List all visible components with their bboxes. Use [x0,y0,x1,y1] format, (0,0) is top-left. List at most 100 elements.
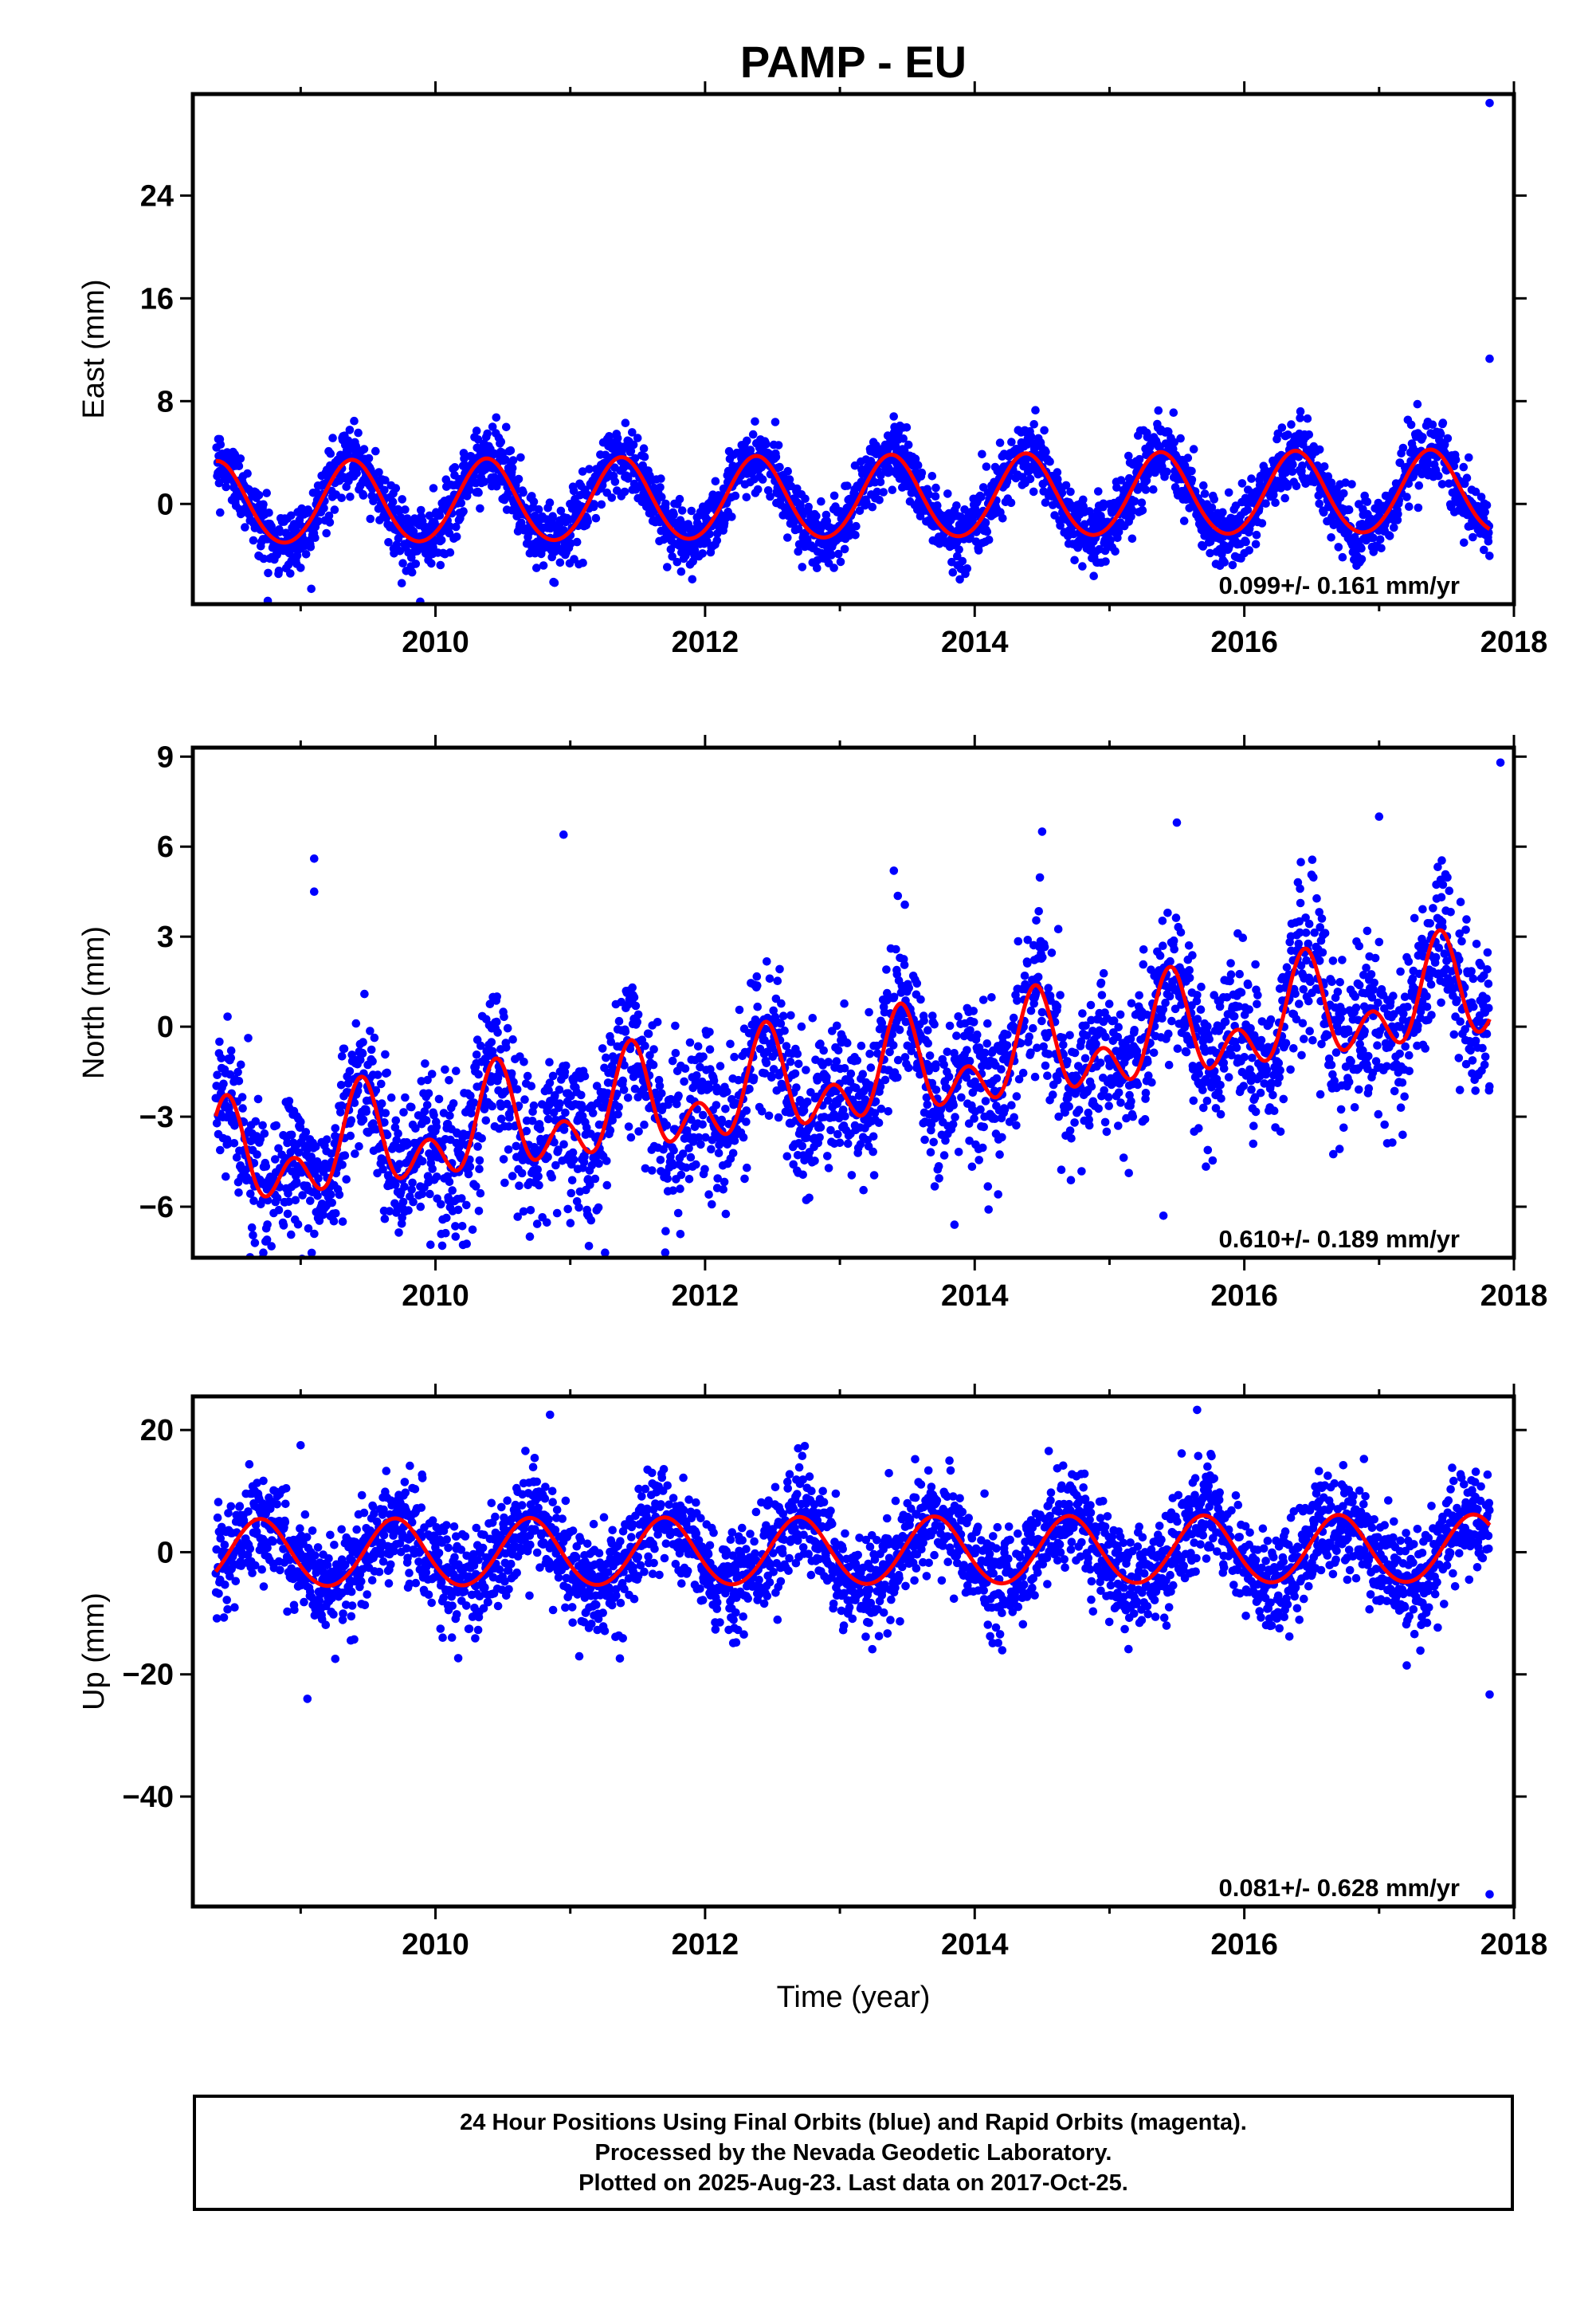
data-point [656,1156,665,1164]
data-point [464,1169,473,1179]
data-point [219,1079,228,1089]
data-point [939,1151,949,1160]
data-point [603,1089,612,1098]
data-point [713,1174,722,1183]
data-point [998,514,1007,523]
data-point [764,1111,774,1121]
data-point [374,468,383,477]
data-point [550,1137,559,1147]
data-point [799,1106,809,1115]
data-point [706,1065,715,1074]
data-point [500,1012,508,1022]
data-point [1198,542,1208,551]
data-point [423,1172,433,1180]
data-point [560,1067,570,1077]
data-point [366,1027,374,1035]
data-point [254,490,264,500]
data-point [476,1041,485,1050]
data-point [1029,420,1038,429]
data-point [304,505,312,514]
data-point [481,1116,491,1125]
data-point [572,537,582,547]
data-point [559,1125,569,1134]
data-point [690,546,700,555]
data-point [1207,503,1217,512]
data-point [371,446,380,456]
data-point [883,988,892,998]
data-point [534,505,543,514]
data-point [504,1145,513,1154]
data-point [441,1065,449,1074]
data-point [1141,485,1151,494]
data-point [1315,499,1323,509]
data-point [602,1156,611,1165]
data-point [286,569,295,578]
data-point [995,1150,1004,1159]
data-point [912,979,922,988]
data-point [777,999,786,1008]
data-point [980,1048,990,1058]
data-point [882,965,891,974]
data-point [633,1010,643,1019]
data-point [338,1217,347,1226]
data-point [554,1145,563,1154]
data-point [876,1082,885,1091]
data-point [1390,523,1398,532]
data-point [723,1087,731,1097]
data-point [703,536,712,546]
data-point [900,960,909,969]
data-point [306,1196,315,1205]
data-point [1066,487,1075,497]
data-point [552,1208,562,1218]
data-point [676,567,686,576]
data-point [1010,1113,1018,1122]
data-point [823,1152,832,1160]
data-point [1224,488,1233,497]
data-point [726,1039,735,1049]
data-point [502,422,511,432]
data-point [1257,519,1267,528]
data-point [237,1093,247,1102]
data-point [1485,552,1494,560]
data-point [620,1061,629,1070]
data-point [451,1232,461,1241]
data-point [704,1083,714,1093]
data-point [216,508,225,517]
data-point [871,1097,880,1106]
data-point [808,1014,818,1023]
data-point [1241,537,1250,547]
data-point [1101,557,1110,566]
data-point [452,532,461,541]
y-tick-label: 16 [140,282,174,316]
data-point [735,1005,744,1015]
data-point [437,536,446,544]
data-point [745,1084,754,1094]
data-point [948,567,958,577]
data-point [1189,445,1198,454]
data-point [336,1081,346,1090]
data-point [422,1101,432,1109]
data-point [852,1083,861,1093]
data-point [836,557,845,567]
data-point [532,1219,542,1228]
data-point [948,1120,958,1129]
data-point [368,1057,377,1066]
data-point [731,491,740,501]
data-point [901,1017,911,1027]
data-point [483,429,492,438]
data-point [913,461,923,469]
data-point [241,523,249,532]
data-point [310,1229,319,1239]
data-point [594,1203,603,1212]
data-point [900,900,909,909]
data-point [407,1185,416,1194]
data-point [1418,469,1426,479]
data-point [547,1172,556,1182]
data-point [226,1046,236,1055]
data-point [698,1110,708,1120]
data-point [812,512,821,520]
data-point [262,489,272,497]
data-point [1049,501,1057,509]
data-point [520,1058,528,1066]
data-point [1056,521,1065,530]
